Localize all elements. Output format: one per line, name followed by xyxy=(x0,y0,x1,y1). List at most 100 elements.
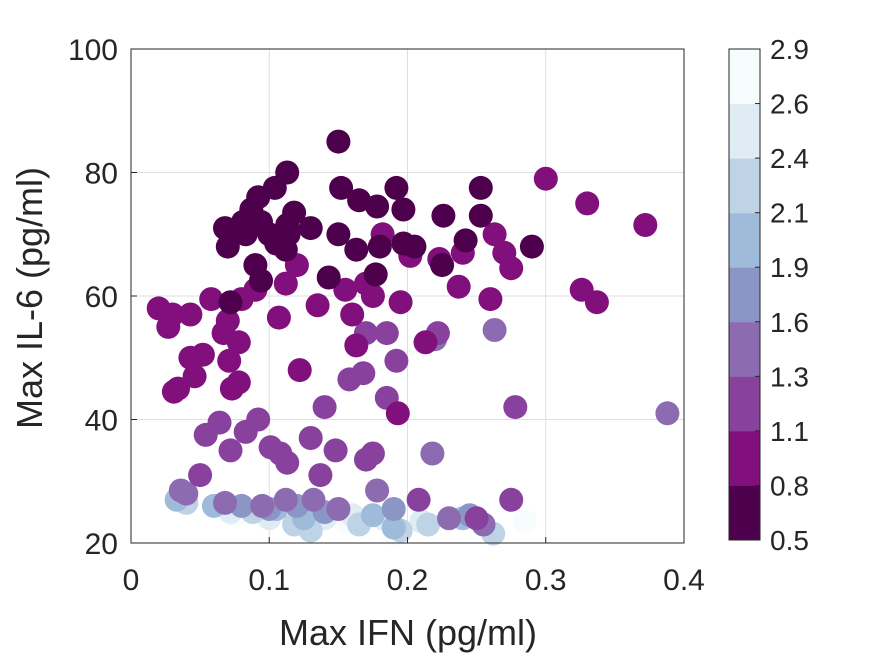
y-tick-label: 20 xyxy=(85,528,118,561)
data-point xyxy=(329,175,354,200)
colorbar-tick-label: 2.9 xyxy=(770,34,809,65)
data-points xyxy=(146,129,680,546)
data-point xyxy=(287,358,312,383)
data-point xyxy=(174,481,199,506)
data-point xyxy=(326,129,351,154)
colorbar-tick-label: 0.8 xyxy=(770,470,809,501)
y-tick-label: 60 xyxy=(85,281,118,314)
data-point xyxy=(226,370,251,395)
data-point xyxy=(233,222,258,247)
data-point xyxy=(478,287,503,312)
data-point xyxy=(391,197,416,222)
x-tick-label: 0.4 xyxy=(663,564,705,597)
data-point xyxy=(384,348,409,373)
y-tick-label: 80 xyxy=(85,158,118,191)
x-tick-labels: 0 0.1 0.2 0.3 0.4 xyxy=(123,564,705,597)
data-point xyxy=(340,302,365,327)
data-point xyxy=(402,234,427,259)
data-point xyxy=(190,342,215,367)
data-point xyxy=(365,478,390,503)
data-point xyxy=(513,509,537,534)
data-point xyxy=(213,490,237,515)
data-point xyxy=(575,191,600,216)
colorbar-segment xyxy=(729,485,760,541)
colorbar-segment xyxy=(729,430,760,486)
data-point xyxy=(430,253,455,278)
data-point xyxy=(182,364,207,389)
data-point xyxy=(178,302,203,327)
data-point xyxy=(308,463,333,488)
data-point xyxy=(337,367,362,392)
data-point xyxy=(420,441,445,466)
data-point xyxy=(381,497,406,521)
data-point xyxy=(385,401,410,426)
data-point xyxy=(326,497,351,521)
data-point xyxy=(519,234,544,259)
data-point xyxy=(347,188,372,213)
data-point xyxy=(316,265,341,290)
x-axis-label: Max IFN (pg/ml) xyxy=(279,612,537,653)
data-point xyxy=(416,512,441,537)
data-point xyxy=(413,330,438,355)
colorbar-segment xyxy=(729,103,760,159)
x-tick-label: 0 xyxy=(123,564,140,597)
data-point xyxy=(323,438,348,463)
data-point xyxy=(218,290,243,315)
data-point xyxy=(273,237,298,262)
colorbar-tick-label: 1.3 xyxy=(770,361,809,392)
data-point xyxy=(431,203,456,228)
y-tick-label: 100 xyxy=(68,34,118,67)
colorbar-segment xyxy=(729,267,760,323)
data-point xyxy=(584,290,609,315)
colorbar-tick-label: 2.1 xyxy=(770,198,809,229)
data-point xyxy=(499,256,524,281)
colorbar-tick-label: 1.6 xyxy=(770,307,809,338)
data-point xyxy=(406,487,431,512)
data-point xyxy=(468,203,493,228)
colorbar-segment xyxy=(729,212,760,268)
y-tick-label: 40 xyxy=(85,405,118,438)
data-point xyxy=(482,318,507,342)
colorbar-segment xyxy=(729,49,760,105)
colorbar-tick-label: 2.6 xyxy=(770,89,809,120)
colorbar-tick-label: 1.9 xyxy=(770,252,809,283)
colorbar xyxy=(728,48,761,541)
data-point xyxy=(213,216,237,241)
axes-frame xyxy=(130,48,685,544)
data-point xyxy=(360,503,385,528)
data-point xyxy=(161,379,186,404)
data-point xyxy=(384,175,409,200)
data-point xyxy=(388,290,413,315)
data-point xyxy=(437,506,461,531)
data-point xyxy=(215,234,240,259)
data-point xyxy=(301,487,326,512)
data-point xyxy=(367,234,392,259)
data-point xyxy=(453,228,478,253)
data-point xyxy=(503,395,528,420)
colorbar-segment xyxy=(729,376,760,432)
data-point xyxy=(218,438,243,463)
y-axis-label: Max IL-6 (pg/ml) xyxy=(9,167,50,429)
data-point xyxy=(305,293,330,318)
data-point xyxy=(298,216,323,241)
data-point xyxy=(326,222,351,247)
data-point xyxy=(344,333,369,358)
data-point xyxy=(468,175,493,200)
colorbar-tick-label: 1.1 xyxy=(770,416,809,447)
x-tick-label: 0.2 xyxy=(387,564,429,597)
data-point xyxy=(298,426,323,450)
data-point xyxy=(156,314,181,339)
x-tick-label: 0.3 xyxy=(525,564,567,597)
data-point xyxy=(633,213,658,237)
data-point xyxy=(360,284,385,308)
data-point xyxy=(655,401,680,426)
data-point xyxy=(262,175,287,200)
data-point xyxy=(446,274,471,299)
colorbar-segment xyxy=(729,158,760,214)
colorbar-frame xyxy=(728,48,761,541)
data-point xyxy=(273,271,298,296)
data-point xyxy=(363,262,388,287)
data-point xyxy=(250,493,275,518)
data-point xyxy=(193,422,218,447)
